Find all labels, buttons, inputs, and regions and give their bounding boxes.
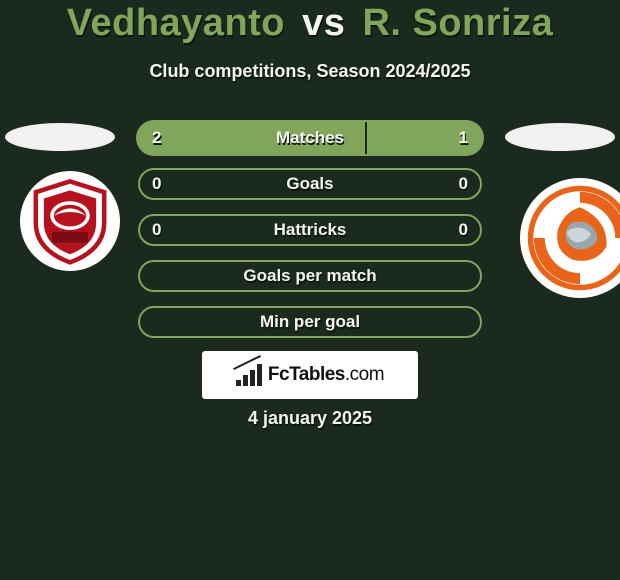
title: Vedhayanto vs R. Sonriza [0,2,620,45]
fctables-suffix: .com [345,364,384,385]
fctables-logo-icon [236,364,264,386]
stat-value-right: 0 [459,220,468,240]
stat-row: Goals per match [138,260,482,292]
stats-list: Matches21Goals00Hattricks00Goals per mat… [138,122,482,352]
fctables-watermark: FcTables.com [202,351,418,399]
date-label: 4 january 2025 [0,408,620,429]
player2-club-badge [520,178,620,298]
stat-label: Hattricks [138,220,482,240]
player2-name: R. Sonriza [362,2,553,44]
player1-head-placeholder [5,123,115,151]
comparison-infographic: Vedhayanto vs R. Sonriza Club competitio… [0,0,620,580]
stat-row: Min per goal [138,306,482,338]
player1-club-badge [20,171,120,271]
fctables-text: FcTables.com [268,364,384,386]
stat-value-right: 0 [459,174,468,194]
stat-label: Goals per match [138,266,482,286]
stat-value-left: 0 [152,174,161,194]
stat-label: Goals [138,174,482,194]
stat-value-left: 0 [152,220,161,240]
stat-row: Hattricks0 0 [138,214,482,246]
vs-label: vs [296,2,351,44]
stat-row: Matches2 1 [138,122,482,154]
stat-value-right: 1 [459,128,468,148]
stat-value-left: 2 [152,128,161,148]
stat-row: Goals0 0 [138,168,482,200]
player1-name: Vedhayanto [67,2,285,44]
player2-head-placeholder [505,123,615,151]
subtitle: Club competitions, Season 2024/2025 [0,61,620,82]
fctables-name: FcTables [268,364,345,385]
stat-label: Min per goal [138,312,482,332]
stat-label: Matches [138,128,482,148]
